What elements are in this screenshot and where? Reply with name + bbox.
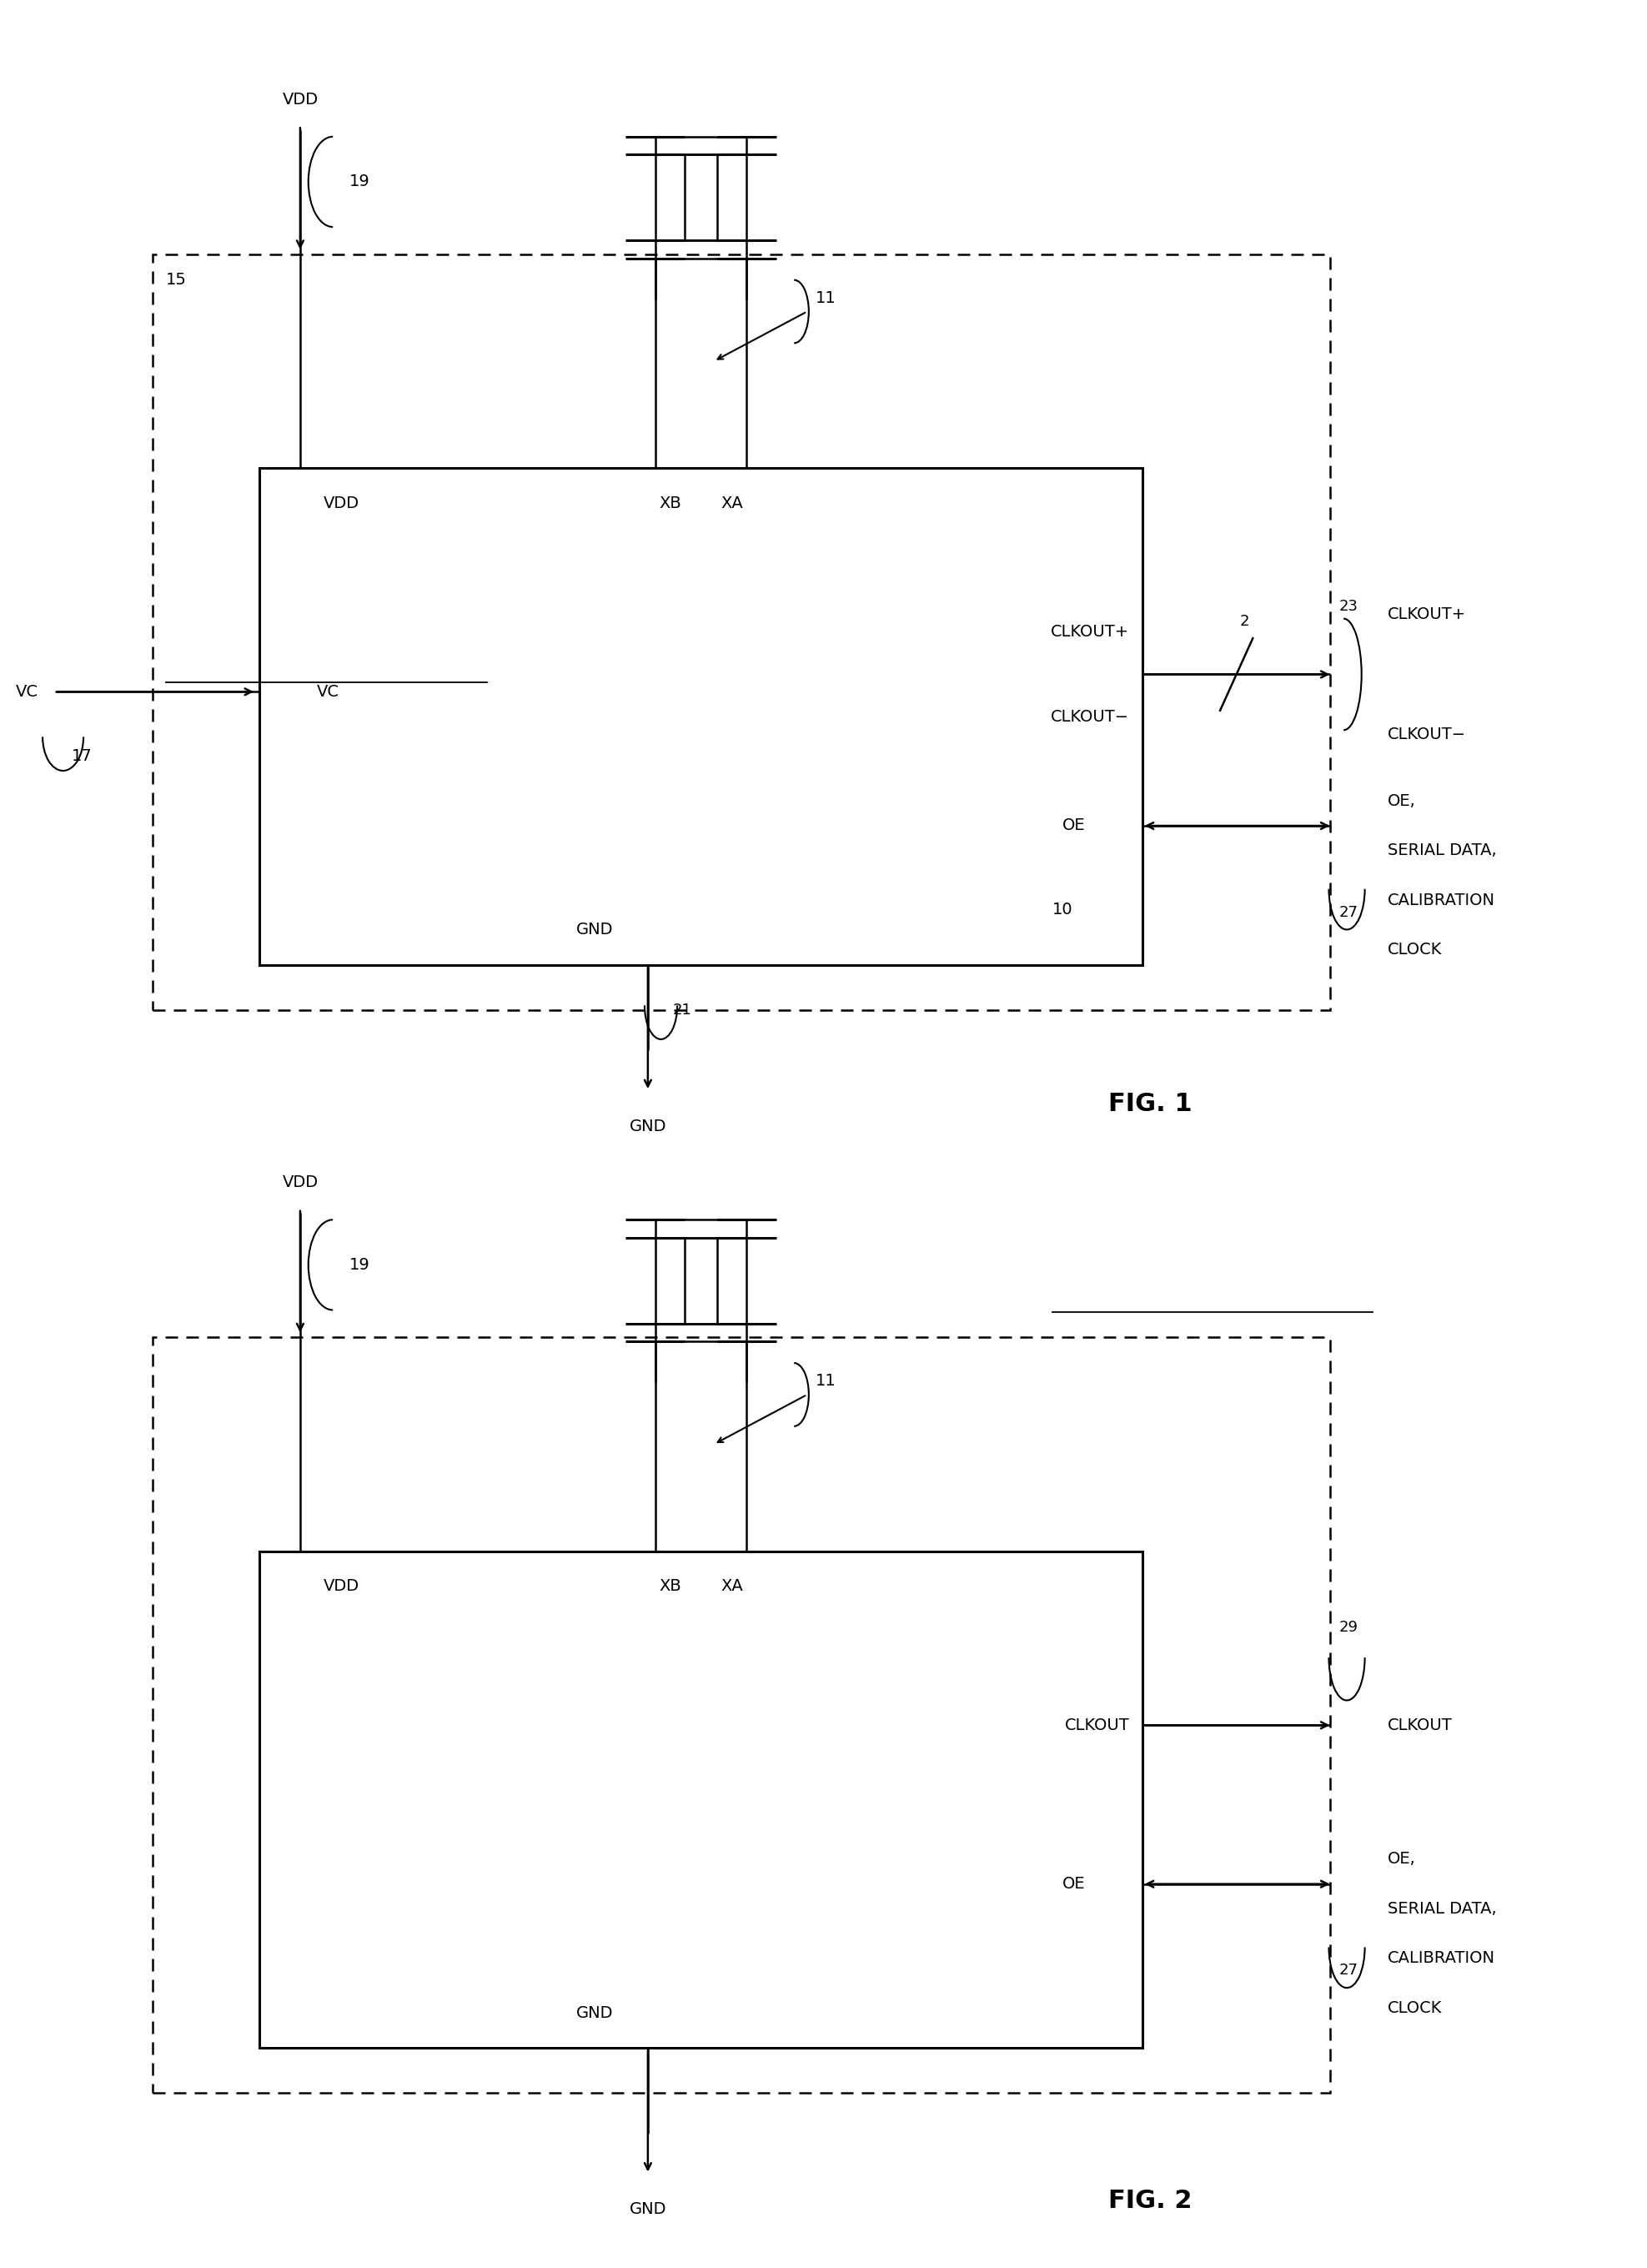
Text: SERIAL DATA,: SERIAL DATA,	[1388, 844, 1497, 860]
Text: CLKOUT−: CLKOUT−	[1051, 708, 1130, 723]
Text: CLKOUT: CLKOUT	[1064, 1717, 1130, 1733]
Text: GND: GND	[629, 2202, 667, 2218]
Text: 23: 23	[1339, 599, 1357, 615]
Text: VDD: VDD	[323, 494, 359, 510]
Text: CLOCK: CLOCK	[1388, 2000, 1443, 2016]
Text: CLOCK: CLOCK	[1388, 941, 1443, 957]
Text: CLKOUT+: CLKOUT+	[1051, 624, 1130, 640]
Text: VDD: VDD	[323, 1579, 359, 1594]
Text: CALIBRATION: CALIBRATION	[1388, 1950, 1495, 1966]
Text: OE: OE	[1062, 819, 1085, 835]
Text: XA: XA	[721, 1579, 743, 1594]
Text: GND: GND	[629, 1118, 667, 1134]
Text: CLKOUT: CLKOUT	[1388, 1717, 1453, 1733]
Text: XB: XB	[659, 494, 682, 510]
Polygon shape	[685, 1238, 716, 1325]
Text: XA: XA	[721, 494, 743, 510]
Text: 11: 11	[815, 1372, 837, 1388]
Text: FIG. 1: FIG. 1	[1108, 1091, 1192, 1116]
Text: VDD: VDD	[282, 1175, 318, 1191]
Text: VDD: VDD	[282, 91, 318, 107]
Text: OE,: OE,	[1388, 1851, 1416, 1867]
Text: 27: 27	[1339, 905, 1357, 921]
Text: XB: XB	[659, 1579, 682, 1594]
Text: CLKOUT+: CLKOUT+	[1388, 606, 1466, 621]
Text: 17: 17	[71, 748, 92, 764]
Polygon shape	[685, 154, 716, 240]
Text: GND: GND	[576, 921, 613, 937]
Text: GND: GND	[576, 2005, 613, 2021]
Text: CLKOUT−: CLKOUT−	[1388, 726, 1466, 742]
Text: 27: 27	[1339, 1964, 1357, 1978]
Text: SERIAL DATA,: SERIAL DATA,	[1388, 1901, 1497, 1916]
Polygon shape	[259, 469, 1143, 964]
Text: VC: VC	[16, 685, 38, 699]
Text: FIG. 2: FIG. 2	[1108, 2189, 1192, 2214]
Polygon shape	[259, 1551, 1143, 2048]
Text: 19: 19	[349, 1256, 371, 1272]
Text: OE,: OE,	[1388, 794, 1416, 810]
Text: 29: 29	[1339, 1619, 1357, 1635]
Text: 10: 10	[1052, 903, 1072, 919]
Text: 21: 21	[672, 1002, 692, 1018]
Text: 11: 11	[815, 290, 837, 306]
Text: CALIBRATION: CALIBRATION	[1388, 891, 1495, 907]
Text: 2: 2	[1240, 615, 1250, 628]
Text: 19: 19	[349, 175, 371, 191]
Text: 15: 15	[166, 272, 186, 288]
Text: VC: VC	[316, 685, 339, 699]
Text: OE: OE	[1062, 1876, 1085, 1892]
